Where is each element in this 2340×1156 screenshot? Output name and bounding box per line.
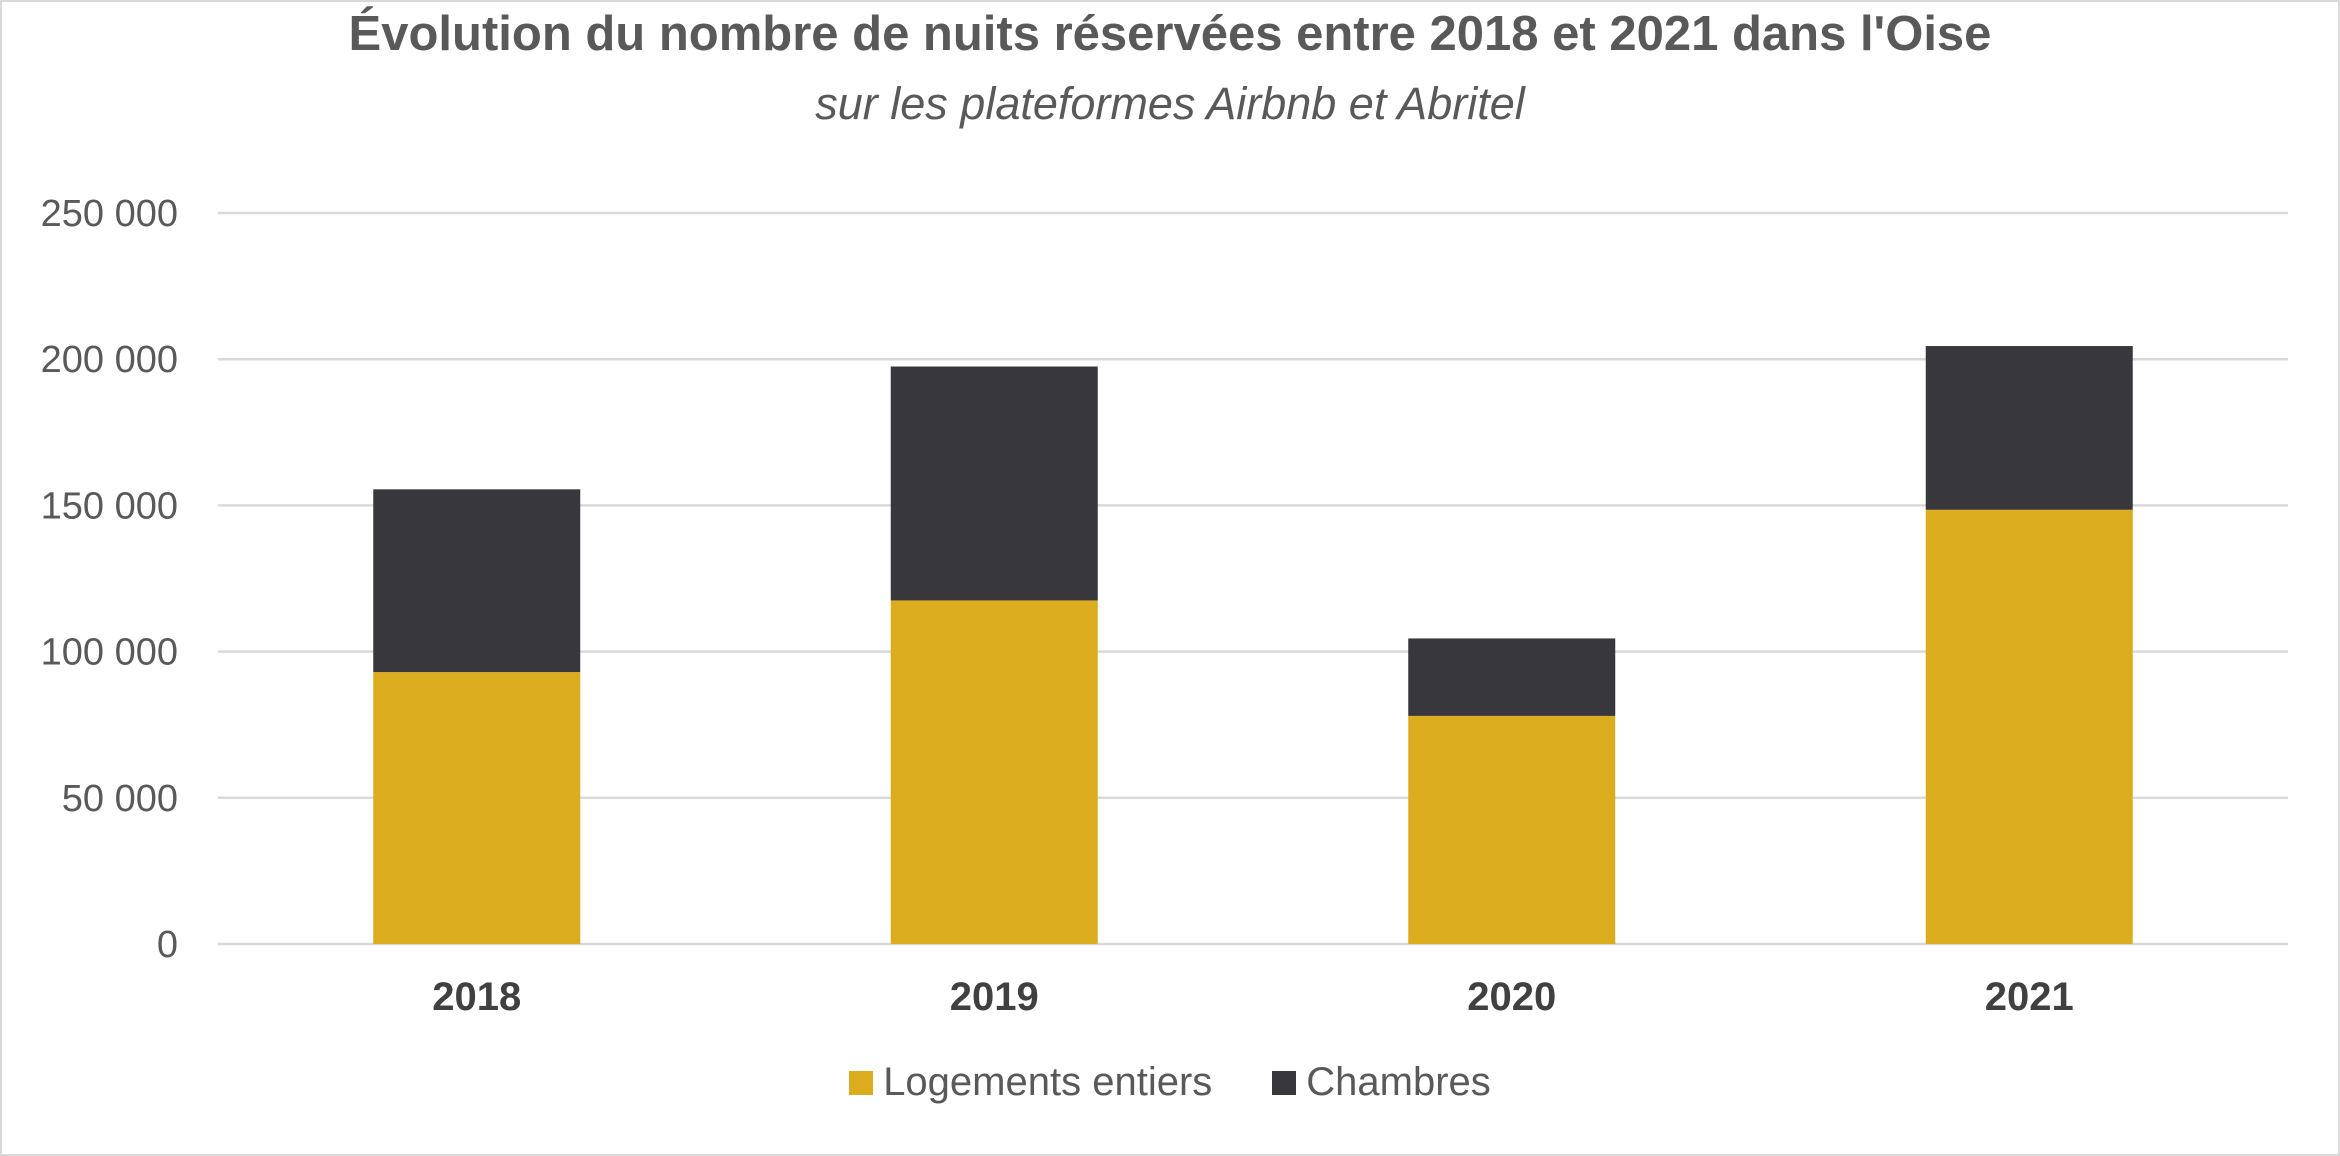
- y-tick-label: 50 000: [62, 778, 178, 820]
- y-tick-label: 250 000: [41, 193, 178, 235]
- y-axis-ticks: 0 50 000 100 000 150 000 200 000 250 000: [41, 193, 178, 966]
- x-tick-label: 2021: [1985, 975, 2074, 1019]
- legend-label-logements: Logements entiers: [883, 1060, 1213, 1104]
- x-tick-label: 2018: [432, 975, 521, 1019]
- bar-logements-entiers-2018: [373, 672, 581, 944]
- bar-chambres-2018: [373, 489, 581, 673]
- bar-chambres-2020: [1408, 638, 1616, 716]
- legend-swatch-chambres: [1272, 1070, 1297, 1095]
- bar-chambres-2021: [1925, 346, 2133, 510]
- legend-item-logements: Logements entiers: [849, 1060, 1212, 1105]
- bar-logements-entiers-2019: [890, 600, 1098, 944]
- y-tick-label: 0: [157, 924, 178, 966]
- x-tick-label: 2019: [950, 975, 1039, 1019]
- bar-chambres-2019: [890, 366, 1098, 601]
- bars: [373, 346, 2133, 944]
- bar-logements-entiers-2021: [1925, 509, 2133, 944]
- legend-swatch-logements: [849, 1070, 874, 1095]
- legend-label-chambres: Chambres: [1306, 1060, 1491, 1104]
- legend-item-chambres: Chambres: [1272, 1060, 1491, 1105]
- legend: Logements entiers Chambres: [0, 1060, 2340, 1105]
- chart-title: Évolution du nombre de nuits réservées e…: [348, 7, 1992, 61]
- y-tick-label: 150 000: [41, 485, 178, 527]
- y-tick-label: 200 000: [41, 339, 178, 381]
- x-tick-label: 2020: [1467, 975, 1556, 1019]
- bar-logements-entiers-2020: [1408, 715, 1616, 944]
- y-tick-label: 100 000: [41, 632, 178, 674]
- x-axis-ticks: 2018 2019 2020 2021: [432, 975, 2073, 1019]
- chart-subtitle: sur les plateformes Airbnb et Abritel: [815, 78, 1525, 129]
